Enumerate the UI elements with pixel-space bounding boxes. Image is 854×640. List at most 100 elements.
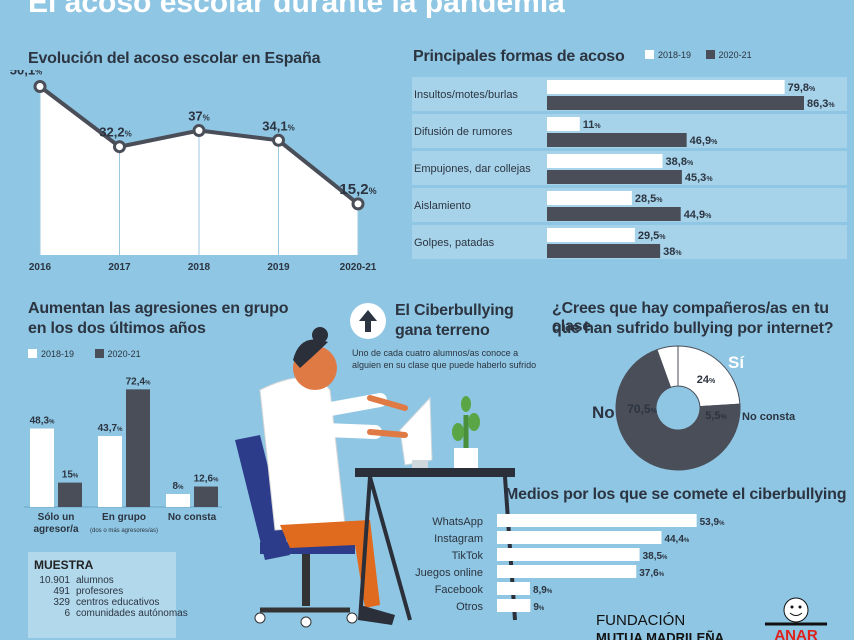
forms-category-label: Insultos/motes/burlas — [414, 89, 518, 101]
cyber-title-2: gana terreno — [395, 322, 490, 339]
question-title-1: ¿Crees que hay compañeros/as en tu clase — [552, 300, 829, 335]
media-value-label: 53,9% — [700, 517, 725, 528]
sample-row: 10.901 alumnos — [32, 575, 176, 586]
legend-label-2020: 2020-21 — [107, 349, 141, 359]
group-chart-title-2: en los dos últimos años — [28, 320, 206, 337]
media-category-label: Facebook — [435, 584, 484, 596]
line-tick-label: 2019 — [267, 262, 290, 273]
line-value-label: 34,1% — [262, 118, 294, 133]
donut-value-no: 70,5% — [627, 402, 657, 416]
donut-label-na: No consta — [742, 411, 796, 423]
forms-category-label: Empujones, dar collejas — [414, 163, 531, 175]
line-chart-title: Evolución del acoso escolar en España — [28, 50, 321, 67]
legend-swatch-2020 — [94, 349, 104, 358]
sample-row-label: centros educativos — [76, 597, 160, 608]
sample-row-number: 6 — [64, 608, 70, 619]
forms-value-label: 46,9% — [690, 135, 718, 147]
forms-bar — [547, 80, 785, 94]
media-value-label: 9% — [533, 602, 545, 613]
line-value-label: 15,2% — [339, 181, 376, 198]
forms-legend: 2018-19 2020-21 — [645, 50, 752, 60]
media-category-label: TikTok — [452, 550, 484, 562]
sample-row-number: 491 — [53, 586, 70, 597]
group-bar — [194, 486, 218, 507]
line-chart: 50,1% 32,2% 37% 34,1% 15,2% 2016 2017 2018 2019 2… — [10, 70, 377, 273]
forms-bar — [547, 228, 635, 242]
group-category-label: En grupo — [102, 512, 146, 523]
group-bar — [166, 494, 190, 507]
illustration-student-computer — [235, 327, 517, 628]
group-category-label: No consta — [168, 512, 217, 523]
media-value-label: 38,5% — [643, 551, 668, 562]
forms-value-label: 28,5% — [635, 193, 663, 205]
group-value-label: 15% — [62, 470, 79, 481]
line-tick-label: 2016 — [29, 262, 52, 273]
group-category-sublabel: agresor/a — [33, 524, 78, 535]
sample-row-label: comunidades autónomas — [76, 608, 188, 619]
forms-value-label: 44,9% — [684, 209, 712, 221]
media-value-label: 8,9% — [533, 585, 553, 596]
media-bar — [497, 548, 640, 561]
line-point — [272, 133, 285, 147]
forms-bar — [547, 154, 663, 168]
sample-rows: 10.901 alumnos 491 profesores 329 centros edu… — [32, 575, 187, 619]
legend-swatch-2020 — [705, 50, 715, 59]
forms-bar — [547, 133, 687, 147]
sample-row-number: 329 — [53, 597, 70, 608]
media-bar — [497, 582, 530, 595]
sample-title: MUESTRA — [34, 558, 94, 572]
forms-bar — [547, 117, 580, 131]
donut-slice — [615, 349, 741, 471]
group-value-label: 72,4% — [126, 376, 151, 387]
legend-swatch-2018 — [645, 50, 654, 59]
line-tick-label: 2020-21 — [340, 262, 377, 273]
donut-label-no: No — [592, 403, 615, 422]
line-point — [33, 79, 47, 93]
media-chart: WhatsApp 53,9% Instagram 44,4% TikTok 38,5% Ju… — [415, 514, 725, 613]
media-bar — [497, 514, 697, 527]
media-bar — [497, 599, 531, 612]
legend-swatch-2018 — [28, 349, 37, 358]
group-category-label: Sólo un — [38, 512, 75, 523]
group-value-label: 48,3% — [30, 416, 55, 427]
media-category-label: Otros — [456, 601, 483, 613]
media-bar — [497, 531, 662, 544]
forms-bar — [547, 96, 804, 110]
media-value-label: 37,6% — [639, 568, 664, 579]
line-point — [192, 124, 206, 138]
donut-slice — [656, 345, 679, 388]
group-category-sublabel: (dos o más agresores/as) — [90, 528, 158, 534]
legend-label-2018: 2018-19 — [41, 349, 75, 359]
forms-value-label: 38,8% — [666, 156, 694, 168]
sample-row: 491 profesores — [32, 586, 176, 597]
media-value-label: 44,4% — [664, 534, 689, 545]
sample-row-label: alumnos — [76, 575, 114, 586]
sample-row: 329 centros educativos — [32, 597, 176, 608]
page-title: El acoso escolar durante la pandemia — [28, 0, 565, 19]
group-value-label: 12,6% — [194, 474, 219, 485]
group-legend: 2018-19 2020-21 — [28, 349, 141, 359]
group-chart-title-1: Aumentan las agresiones en grupo — [28, 300, 289, 317]
line-point — [113, 140, 126, 154]
line-tick-label: 2017 — [108, 262, 131, 273]
forms-value-label: 79,8% — [788, 82, 816, 94]
media-category-label: WhatsApp — [432, 516, 483, 528]
group-bar — [98, 435, 122, 507]
forms-bar — [547, 170, 682, 184]
line-value-label: 50,1% — [10, 70, 42, 77]
donut-slice — [677, 345, 741, 408]
cyber-title-1: El Ciberbullying — [395, 302, 514, 319]
sample-row: 6 comunidades autónomas — [32, 608, 187, 619]
media-bar — [497, 565, 637, 578]
forms-category-label: Difusión de rumores — [414, 126, 513, 138]
line-value-label: 37% — [188, 109, 210, 124]
forms-value-label: 86,3% — [807, 98, 835, 110]
donut-label-yes: Sí — [728, 353, 745, 372]
forms-value-label: 45,3% — [685, 172, 713, 184]
cyber-text-2: alguien en su clase que puede haberlo su… — [352, 360, 537, 370]
media-category-label: Juegos online — [415, 567, 483, 579]
legend-label-2020: 2020-21 — [718, 50, 752, 60]
group-value-label: 43,7% — [98, 423, 123, 434]
